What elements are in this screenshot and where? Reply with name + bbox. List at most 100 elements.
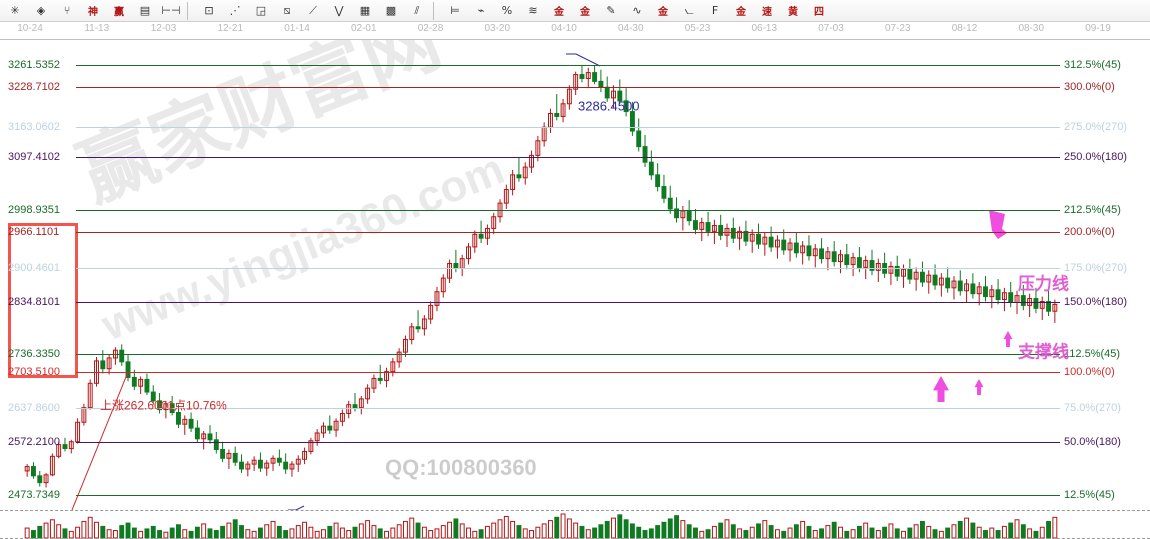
wave-tool-icon: ∿: [632, 4, 642, 17]
support-label: 支撑线: [1018, 342, 1069, 362]
annotation-overlay: [71, 53, 1013, 510]
gold-levels-tool[interactable]: 金: [572, 1, 598, 21]
selection-rectangle[interactable]: [8, 223, 78, 378]
ruler-tool[interactable]: ▤: [132, 1, 158, 21]
bracket-tool-icon: ⊨: [450, 4, 460, 17]
price-level-label-right: 50.0%(180): [1064, 436, 1121, 448]
date-tick: 04-30: [617, 23, 644, 34]
price-level-label-left: 2736.3350: [8, 348, 60, 360]
price-level-label-left: 3261.5352: [8, 59, 60, 71]
grid-sphere-tool-icon: ◈: [36, 4, 46, 17]
li-levels-tool-icon: 黄: [788, 7, 798, 18]
date-tick: 08-12: [951, 23, 978, 34]
circle-arc-tool[interactable]: ◲: [248, 1, 274, 21]
percent-levels-tool-icon: ≋: [528, 4, 538, 17]
price-level-label-left: 2966.1101: [8, 226, 60, 238]
pen-tool[interactable]: ✎: [598, 1, 624, 21]
price-level-label-right: 275.0%(270): [1064, 121, 1127, 133]
price-level-line: [76, 408, 1060, 409]
drawing-toolbar: ✳ ◈ ⑂ 神 赢 ▤ ⊢⊣ ⊡ ⋰ ◲ ⧅ ⟋ ⋁ ▦ ▩ ⫽ ⊨ ⌁% ≋ 金 金 ✎ ∿ 金 ⦦ F 金 速 黄 四: [0, 0, 1150, 22]
date-tick: 11-13: [84, 23, 110, 34]
wave-tool[interactable]: ∿: [624, 1, 650, 21]
gann-angle-tool[interactable]: ⑂: [54, 1, 80, 21]
fan-lines-tool[interactable]: ⋰: [222, 1, 248, 21]
gold-fan-tool-icon: 金: [736, 7, 746, 18]
price-level-line: [76, 302, 1060, 303]
date-tick: 07-23: [884, 23, 911, 34]
zigzag-tool[interactable]: ⋁: [326, 1, 352, 21]
price-level-label-right: 112.5%(45): [1064, 348, 1121, 360]
date-tick: 12-21: [217, 23, 244, 34]
crosshair-tool[interactable]: ✳: [2, 1, 28, 21]
plot-area[interactable]: 1A0001上证指数 赢家财富网 www.yingjia360.com QQ:1…: [0, 40, 1150, 510]
date-tick: 01-14: [284, 23, 310, 34]
date-tick: 09-19: [1085, 23, 1111, 34]
price-level-line: [76, 268, 1060, 269]
peak-label: 3286.4500: [578, 98, 640, 114]
price-level-line: [76, 372, 1060, 373]
zigzag-tool-icon: ⋁: [334, 4, 344, 17]
percent-tool-icon: %: [501, 4, 513, 17]
f-levels-tool-icon: F: [711, 4, 719, 17]
percent-levels-tool[interactable]: ≋: [520, 1, 546, 21]
gold-circle-tool[interactable]: 金: [546, 1, 572, 21]
gold-circle-tool-icon: 金: [554, 7, 564, 18]
date-tick: 05-23: [684, 23, 711, 34]
price-level-label-right: 300.0%(0): [1064, 81, 1115, 93]
price-level-label-left: 2572.2100: [8, 436, 60, 448]
price-level-label-left: 2998.9351: [8, 204, 60, 216]
half-line-tool[interactable]: ⦦: [676, 1, 702, 21]
trendline-tool-icon: ⟋: [309, 4, 317, 17]
grid-tool[interactable]: ▦: [352, 1, 378, 21]
fan-lines-tool-icon: ⋰: [229, 4, 241, 17]
date-axis: 10-24 11-13 12-03 12-21 01-14 02-01 02-28 03-20…: [0, 22, 1150, 40]
price-level-line: [76, 87, 1060, 88]
bracket-tool[interactable]: ⊨: [442, 1, 468, 21]
date-tick: 04-10: [551, 23, 577, 34]
price-level-label-right: 150.0%(180): [1064, 296, 1127, 308]
price-level-label-left: 2473.7349: [8, 489, 60, 501]
li-levels-tool[interactable]: 黄: [780, 1, 806, 21]
price-level-label-right: 12.5%(45): [1064, 489, 1115, 501]
rectangle-tool[interactable]: ⊡: [196, 1, 222, 21]
pen-tool-icon: ✎: [606, 4, 616, 17]
gann-angle-tool-icon: ⑂: [63, 4, 71, 17]
price-level-label-right: 200.0%(0): [1064, 226, 1115, 238]
date-tick: 10-24: [17, 23, 43, 34]
trendline-tool[interactable]: ⟋: [300, 1, 326, 21]
price-level-label-left: 3228.7102: [8, 81, 60, 93]
percent-cross-tool-icon: ⌁: [477, 4, 485, 17]
gold-ratio-tool[interactable]: 金: [650, 1, 676, 21]
f-levels-tool[interactable]: F: [702, 1, 728, 21]
rise-label: 上涨262.6001点10.76%: [100, 398, 227, 413]
price-level-line: [76, 232, 1060, 233]
price-level-label-left: 3097.4102: [8, 151, 60, 163]
toolbar-separator: [187, 1, 193, 20]
span-tool-icon: ⊢⊣: [161, 4, 181, 17]
si-levels-tool-icon: 四: [814, 7, 824, 18]
volume-series: [24, 513, 1058, 539]
percent-cross-tool[interactable]: ⌁: [468, 1, 494, 21]
grid-tool-icon: ▦: [359, 4, 371, 17]
resistance-label: 压力线: [1018, 274, 1069, 294]
ying-tool-icon: 赢: [114, 7, 124, 18]
price-level-label-right: 175.0%(270): [1064, 262, 1127, 274]
parallel-channel-tool[interactable]: ⫽: [404, 1, 430, 21]
grid-sphere-tool[interactable]: ◈: [28, 1, 54, 21]
date-tick: 02-01: [350, 23, 377, 34]
span-tool[interactable]: ⊢⊣: [158, 1, 184, 21]
gold-fan-tool[interactable]: 金: [728, 1, 754, 21]
shen-tool[interactable]: 神: [80, 1, 106, 21]
grid-dense-tool[interactable]: ▩: [378, 1, 404, 21]
toolbar-separator: [433, 1, 439, 20]
date-tick: 12-03: [150, 23, 177, 34]
percent-tool[interactable]: %: [494, 1, 520, 21]
grid-dense-tool-icon: ▩: [385, 4, 397, 17]
su-levels-tool[interactable]: 速: [754, 1, 780, 21]
ying-tool[interactable]: 赢: [106, 1, 132, 21]
price-chart-panel[interactable]: 1A0001上证指数 赢家财富网 www.yingjia360.com QQ:1…: [0, 40, 1150, 510]
si-levels-tool[interactable]: 四: [806, 1, 832, 21]
price-level-line: [76, 127, 1060, 128]
price-level-line: [76, 65, 1060, 66]
box-diagonal-tool[interactable]: ⧅: [274, 1, 300, 21]
